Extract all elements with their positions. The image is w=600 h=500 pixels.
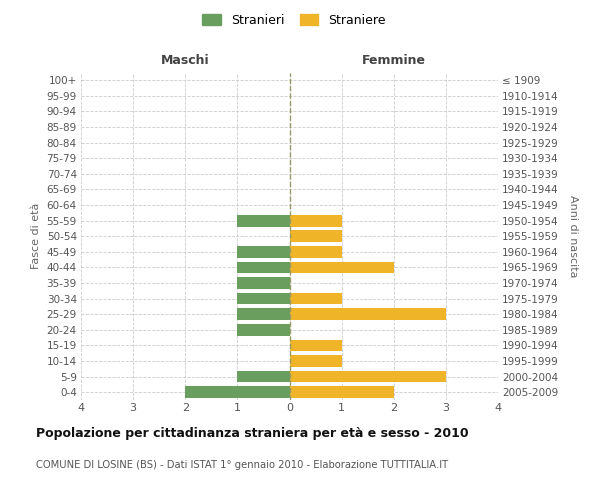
Text: Femmine: Femmine [362,54,426,67]
Bar [290,340,341,351]
Bar [290,215,341,226]
Bar [238,293,290,304]
Y-axis label: Fasce di età: Fasce di età [31,203,41,270]
Bar [290,262,394,274]
Bar [238,371,290,382]
Bar [290,308,446,320]
Bar [290,246,341,258]
Y-axis label: Anni di nascita: Anni di nascita [568,195,578,278]
Bar [238,277,290,289]
Bar [238,324,290,336]
Bar [238,246,290,258]
Bar [185,386,290,398]
Legend: Stranieri, Straniere: Stranieri, Straniere [197,8,391,32]
Bar [290,371,446,382]
Text: COMUNE DI LOSINE (BS) - Dati ISTAT 1° gennaio 2010 - Elaborazione TUTTITALIA.IT: COMUNE DI LOSINE (BS) - Dati ISTAT 1° ge… [36,460,448,469]
Bar [238,308,290,320]
Text: Popolazione per cittadinanza straniera per età e sesso - 2010: Popolazione per cittadinanza straniera p… [36,428,469,440]
Bar [290,355,341,367]
Bar [290,386,394,398]
Bar [238,262,290,274]
Text: Maschi: Maschi [161,54,209,67]
Bar [238,215,290,226]
Bar [290,293,341,304]
Bar [290,230,341,242]
